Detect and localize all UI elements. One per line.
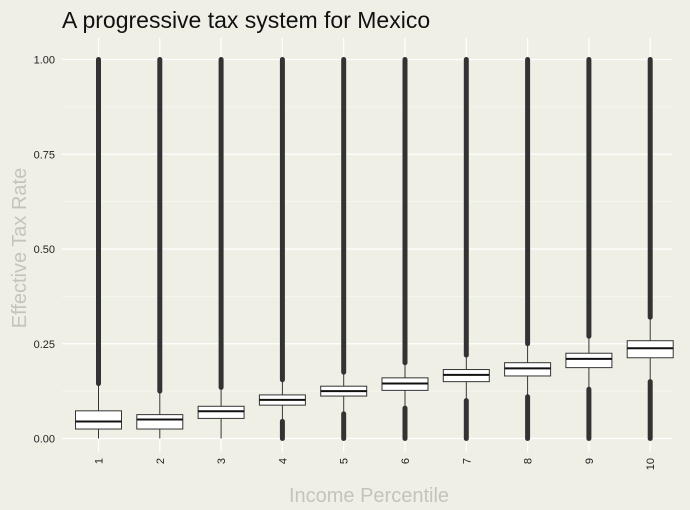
box-3 — [197, 57, 245, 439]
x-tick-label: 3 — [216, 458, 228, 464]
y-tick-label: 0.75 — [34, 149, 55, 161]
box-6 — [381, 57, 429, 441]
iqr-box — [565, 352, 613, 369]
box-9 — [565, 57, 613, 441]
box-2 — [136, 57, 184, 439]
x-axis-title: Income Percentile — [289, 485, 449, 507]
y-axis-ticks: 0.00 0.25 0.50 0.75 1.00 — [34, 55, 55, 446]
x-tick-label: 7 — [461, 458, 473, 464]
x-tick-label: 2 — [155, 458, 167, 464]
x-tick-label: 5 — [339, 458, 351, 464]
box-7 — [442, 57, 490, 441]
x-tick-label: 10 — [645, 458, 657, 470]
y-tick-label: 0.00 — [34, 434, 55, 446]
box-5 — [320, 57, 368, 441]
x-axis-ticks: 1 2 3 4 5 6 7 8 9 10 — [94, 458, 658, 470]
y-tick-label: 1.00 — [34, 55, 55, 67]
x-tick-label: 9 — [584, 458, 596, 464]
iqr-box — [197, 405, 245, 419]
x-tick-label: 8 — [523, 458, 535, 464]
x-tick-label: 1 — [94, 458, 106, 464]
iqr-box — [136, 414, 184, 430]
x-tick-label: 4 — [277, 458, 289, 464]
y-tick-label: 0.50 — [34, 244, 55, 256]
y-axis-title: Effective Tax Rate — [9, 168, 31, 328]
box-4 — [258, 57, 306, 441]
box-1 — [75, 57, 122, 439]
box-10 — [626, 57, 674, 441]
y-tick-label: 0.25 — [34, 339, 55, 351]
chart-title: A progressive tax system for Mexico — [62, 7, 430, 33]
x-tick-label: 6 — [400, 458, 412, 464]
iqr-box — [75, 410, 122, 430]
box-8 — [504, 57, 552, 441]
box-plots — [75, 57, 674, 441]
